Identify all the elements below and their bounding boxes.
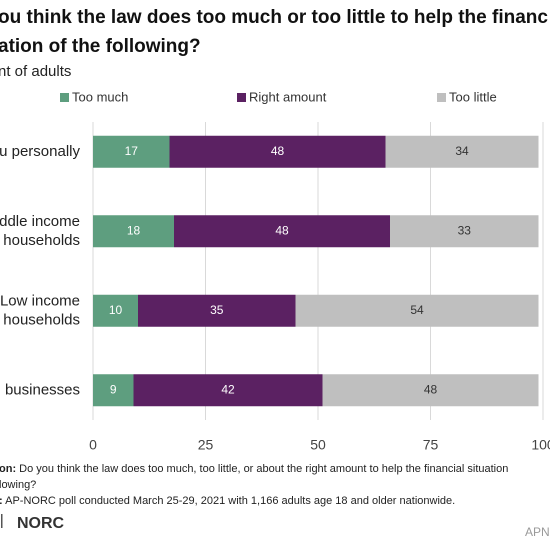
data-label: 54 bbox=[410, 303, 424, 317]
y-tick-label: u personally bbox=[0, 143, 80, 160]
bar-segment bbox=[93, 135, 170, 168]
data-label: 17 bbox=[125, 144, 139, 158]
data-label: 48 bbox=[275, 223, 289, 237]
chart-title-line: ou think the law does too much or too li… bbox=[0, 7, 548, 28]
bar-segment bbox=[322, 374, 539, 407]
x-tick-label: 75 bbox=[423, 437, 439, 453]
chart-subtitle: nt of adults bbox=[0, 63, 71, 80]
x-tick-label: 100 bbox=[531, 437, 550, 453]
footnote: lowing? bbox=[0, 479, 36, 491]
logo-right: APN bbox=[525, 525, 550, 539]
data-label: 18 bbox=[127, 223, 141, 237]
data-label: 35 bbox=[210, 303, 224, 317]
footnote-text: lowing? bbox=[0, 479, 36, 491]
x-tick-label: 25 bbox=[198, 437, 214, 453]
data-label: 48 bbox=[271, 144, 285, 158]
bar-segment bbox=[295, 294, 539, 327]
logo-text: NORC bbox=[17, 515, 65, 532]
legend-label: Too little bbox=[449, 89, 497, 104]
bar-segment bbox=[169, 135, 386, 168]
data-label: 48 bbox=[424, 382, 438, 396]
logo-bar bbox=[1, 514, 3, 528]
y-tick-label: l businesses bbox=[0, 381, 80, 398]
footnote-lead: : bbox=[0, 495, 3, 507]
data-label: 9 bbox=[110, 382, 117, 396]
legend-swatch bbox=[437, 93, 446, 102]
bar-segment bbox=[138, 294, 296, 327]
logo: NORC APN bbox=[1, 514, 550, 539]
legend-swatch bbox=[60, 93, 69, 102]
y-tick-label: Low income households bbox=[0, 292, 80, 328]
data-label: 33 bbox=[458, 223, 472, 237]
legend-label: Too much bbox=[72, 89, 128, 104]
y-tick-label: ddle income households bbox=[0, 213, 80, 249]
footnote-text: Do you think the law does too much, too … bbox=[16, 463, 508, 475]
bar-segment bbox=[174, 215, 390, 248]
x-tick-label: 0 bbox=[89, 437, 97, 453]
bar-segment bbox=[390, 215, 539, 248]
legend-label: Right amount bbox=[249, 89, 327, 104]
legend-swatch bbox=[237, 93, 246, 102]
bar-segment bbox=[93, 374, 134, 407]
bar-segment bbox=[385, 135, 539, 168]
footnote-lead: on: bbox=[0, 463, 16, 475]
footnote-text: AP-NORC poll conducted March 25-29, 2021… bbox=[3, 495, 456, 507]
footnote: on: Do you think the law does too much, … bbox=[0, 463, 508, 475]
footnote: : AP-NORC poll conducted March 25-29, 20… bbox=[0, 495, 455, 507]
chart-title-line: ation of the following? bbox=[0, 36, 201, 57]
data-label: 34 bbox=[455, 144, 469, 158]
bar-segment bbox=[133, 374, 323, 407]
data-label: 42 bbox=[221, 382, 235, 396]
x-tick-label: 50 bbox=[310, 437, 326, 453]
data-label: 10 bbox=[109, 303, 123, 317]
bar-segment bbox=[93, 215, 174, 248]
bar-segment bbox=[93, 294, 138, 327]
